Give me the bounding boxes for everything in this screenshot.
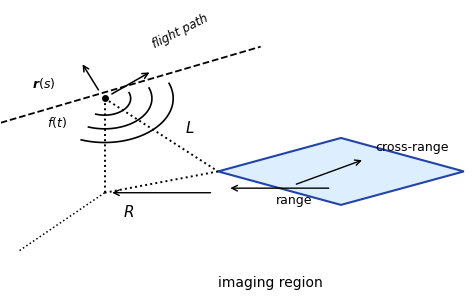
Polygon shape [218,138,464,205]
Text: flight path: flight path [150,12,210,51]
Text: $f(t)$: $f(t)$ [47,115,67,130]
Text: imaging region: imaging region [218,276,322,290]
Text: R: R [124,205,134,220]
Text: $\boldsymbol{r}(s)$: $\boldsymbol{r}(s)$ [32,76,55,91]
Text: L: L [185,121,194,136]
Text: cross-range: cross-range [375,140,448,154]
Text: range: range [275,194,312,207]
